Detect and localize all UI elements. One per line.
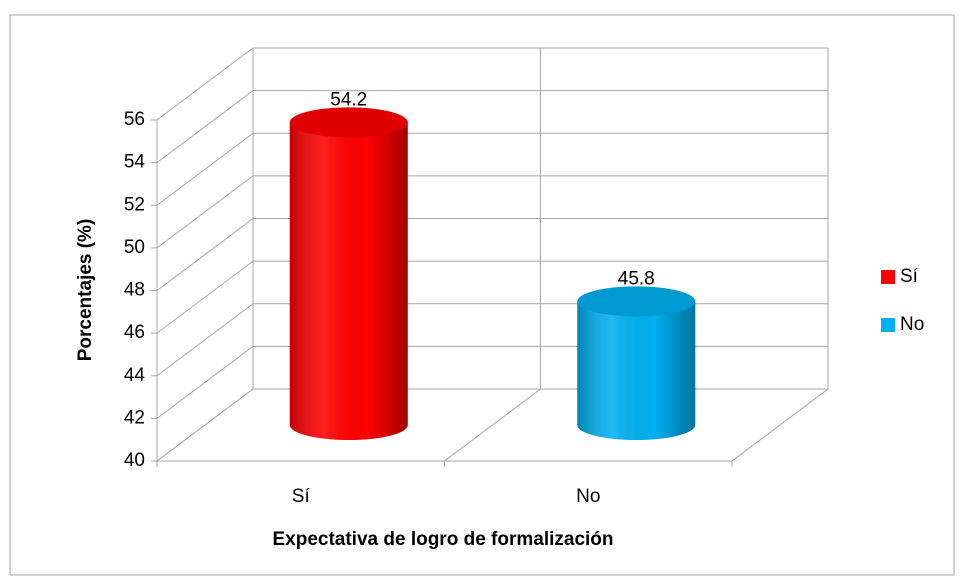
y-axis-title: Porcentajes (%) [75,219,96,362]
chart-frame [9,14,955,576]
legend-label: No [900,314,924,335]
x-tick-label: No [576,486,600,507]
bar-top-shade [289,107,408,138]
y-tick-label: 54 [124,152,146,173]
legend-swatch [881,270,895,284]
bar-top-shade [577,286,696,317]
grid-line [156,132,254,206]
y-tick-label: 48 [124,280,145,301]
grid-line [156,218,254,291]
grid-line [156,260,254,334]
grid-line [156,345,254,419]
x-axis-title: Expectativa de logro de formalización [272,529,613,550]
x-tick-label: Sí [292,486,311,507]
y-tick-label: 50 [124,237,145,258]
value-label: 45.8 [618,268,655,289]
bar-shading [577,301,696,440]
y-tick-label: 46 [124,322,145,343]
value-label: 54.2 [330,89,367,110]
y-tick-label: 56 [124,109,145,130]
legend-swatch [881,318,895,332]
grid-line [156,175,254,249]
bar-top [289,107,408,138]
legend-label: Sí [900,266,919,287]
grid-line [156,303,254,377]
grid-line [156,90,254,164]
floor-edge [156,388,254,462]
grid-line [156,47,254,121]
y-tick-label: 42 [124,407,145,428]
y-tick-label: 44 [124,365,146,386]
floor-edge [444,388,541,462]
y-tick-label: 40 [124,450,145,471]
y-tick-label: 52 [124,194,145,215]
bar-shading [289,122,408,441]
bar-top [577,286,696,317]
floor-edge [731,388,829,462]
